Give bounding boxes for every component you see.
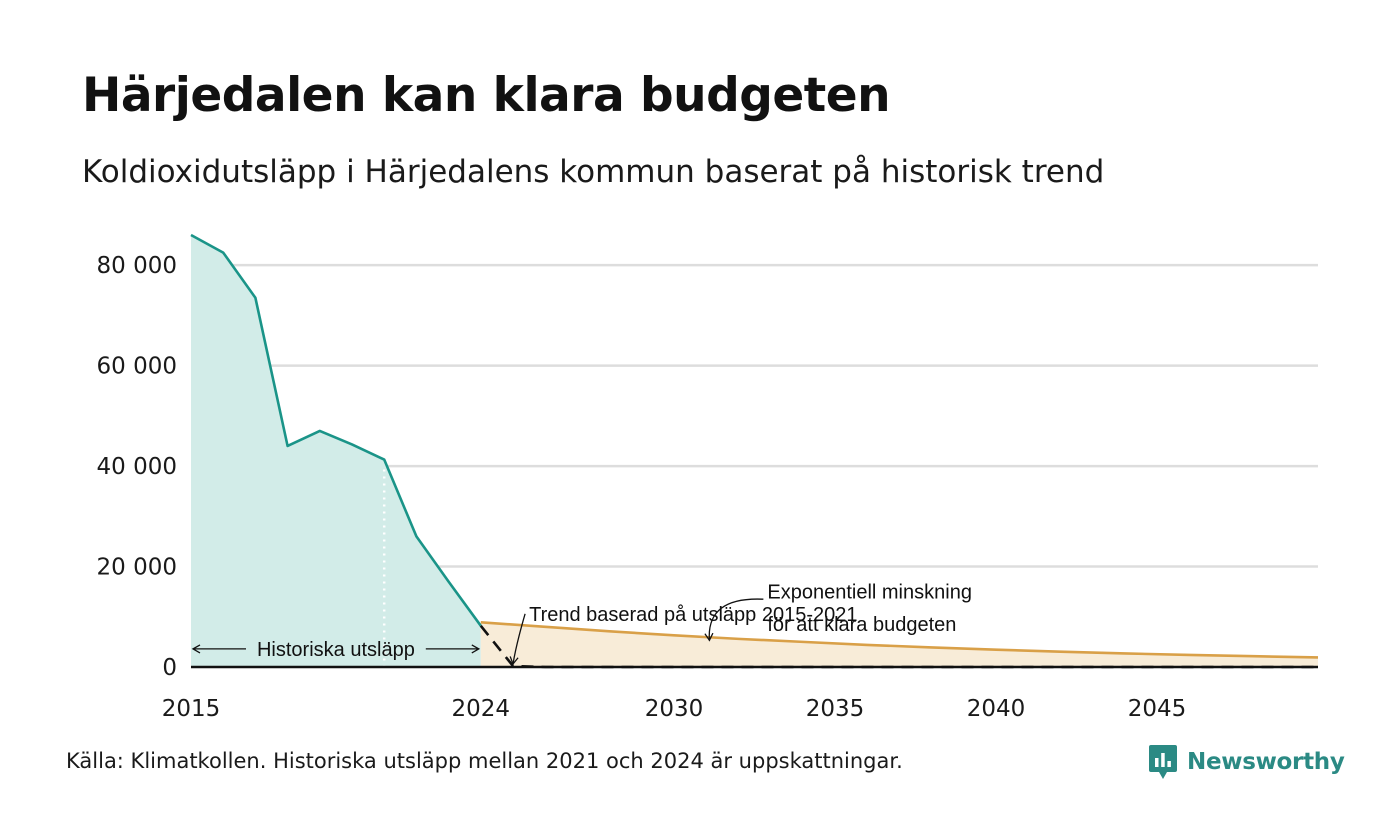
newsworthy-logo-icon: [1149, 745, 1177, 779]
x-tick-label: 2024: [452, 696, 511, 722]
x-tick-label: 2040: [967, 696, 1026, 722]
y-tick-label: 40 000: [97, 454, 177, 480]
axes: 0 20 000 40 000 60 000 80 000 2015 2024 2030 203…: [97, 253, 1318, 722]
x-tick-label: 2035: [806, 696, 865, 722]
historical-line: [190, 233, 482, 627]
chart-subtitle: Koldioxidutsläpp i Härjedalens kommun ba…: [82, 154, 1105, 190]
annotation-historical: Historiska utsläpp: [257, 639, 415, 661]
chart-title: Härjedalen kan klara budgeten: [82, 68, 891, 123]
historical-area: [191, 235, 481, 667]
annotation-trend: Trend baserad på utsläpp 2015-2021: [529, 604, 857, 626]
annotation-trend-arrow: [509, 613, 526, 666]
x-tick-label: 2015: [162, 696, 221, 722]
budget-line: [480, 620, 1319, 659]
y-tick-label: 60 000: [97, 354, 177, 380]
x-tick-label: 2030: [645, 696, 704, 722]
annotation-budget-arrow: [704, 598, 764, 642]
source-note: Källa: Klimatkollen. Historiska utsläpp …: [66, 749, 903, 773]
y-tick-label: 20 000: [97, 555, 177, 581]
brand-logo[interactable]: Newsworthy: [1148, 744, 1345, 780]
budget-area: [480, 622, 1318, 667]
brand-name: Newsworthy: [1187, 749, 1345, 775]
y-tick-label: 80 000: [97, 253, 177, 279]
y-tick-label: 0: [162, 655, 177, 681]
annotations: Historiska utsläpp Trend baserad på utslä…: [191, 582, 972, 666]
annotation-budget-line1: Exponentiell minskning: [767, 582, 972, 604]
x-tick-label: 2045: [1128, 696, 1187, 722]
annotation-budget-line2: för att klara budgeten: [767, 614, 956, 636]
area-layer: [191, 235, 1318, 667]
